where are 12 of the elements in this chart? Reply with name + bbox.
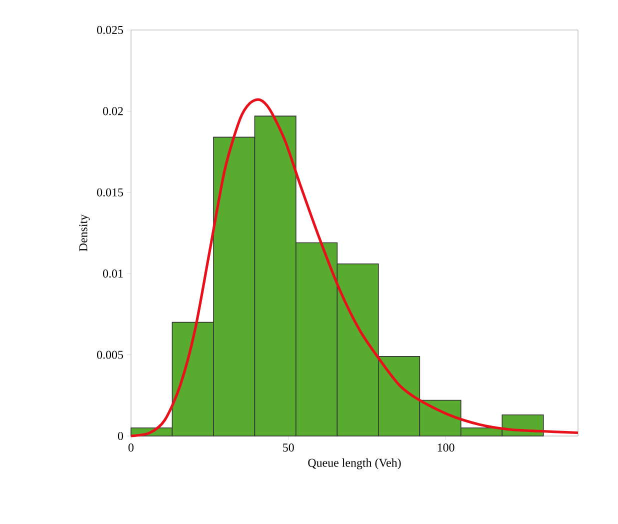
y-tick-label: 0.01 — [103, 270, 123, 278]
line-series — [130, 98, 580, 438]
x-axis-title: Queue length (Veh) — [308, 458, 401, 470]
y-tick-label: 0.02 — [103, 107, 123, 116]
y-tick-label: 0 — [118, 432, 124, 440]
y-tick-label: 0.005 — [97, 350, 124, 359]
x-tick-label: 50 — [283, 444, 294, 452]
y-axis-title: Density — [79, 214, 90, 252]
y-tick-label: 0.025 — [97, 26, 124, 34]
x-tick-label: 100 — [438, 444, 454, 452]
x-tick-label: 0 — [128, 444, 134, 452]
y-tick-label: 0.015 — [97, 188, 124, 196]
